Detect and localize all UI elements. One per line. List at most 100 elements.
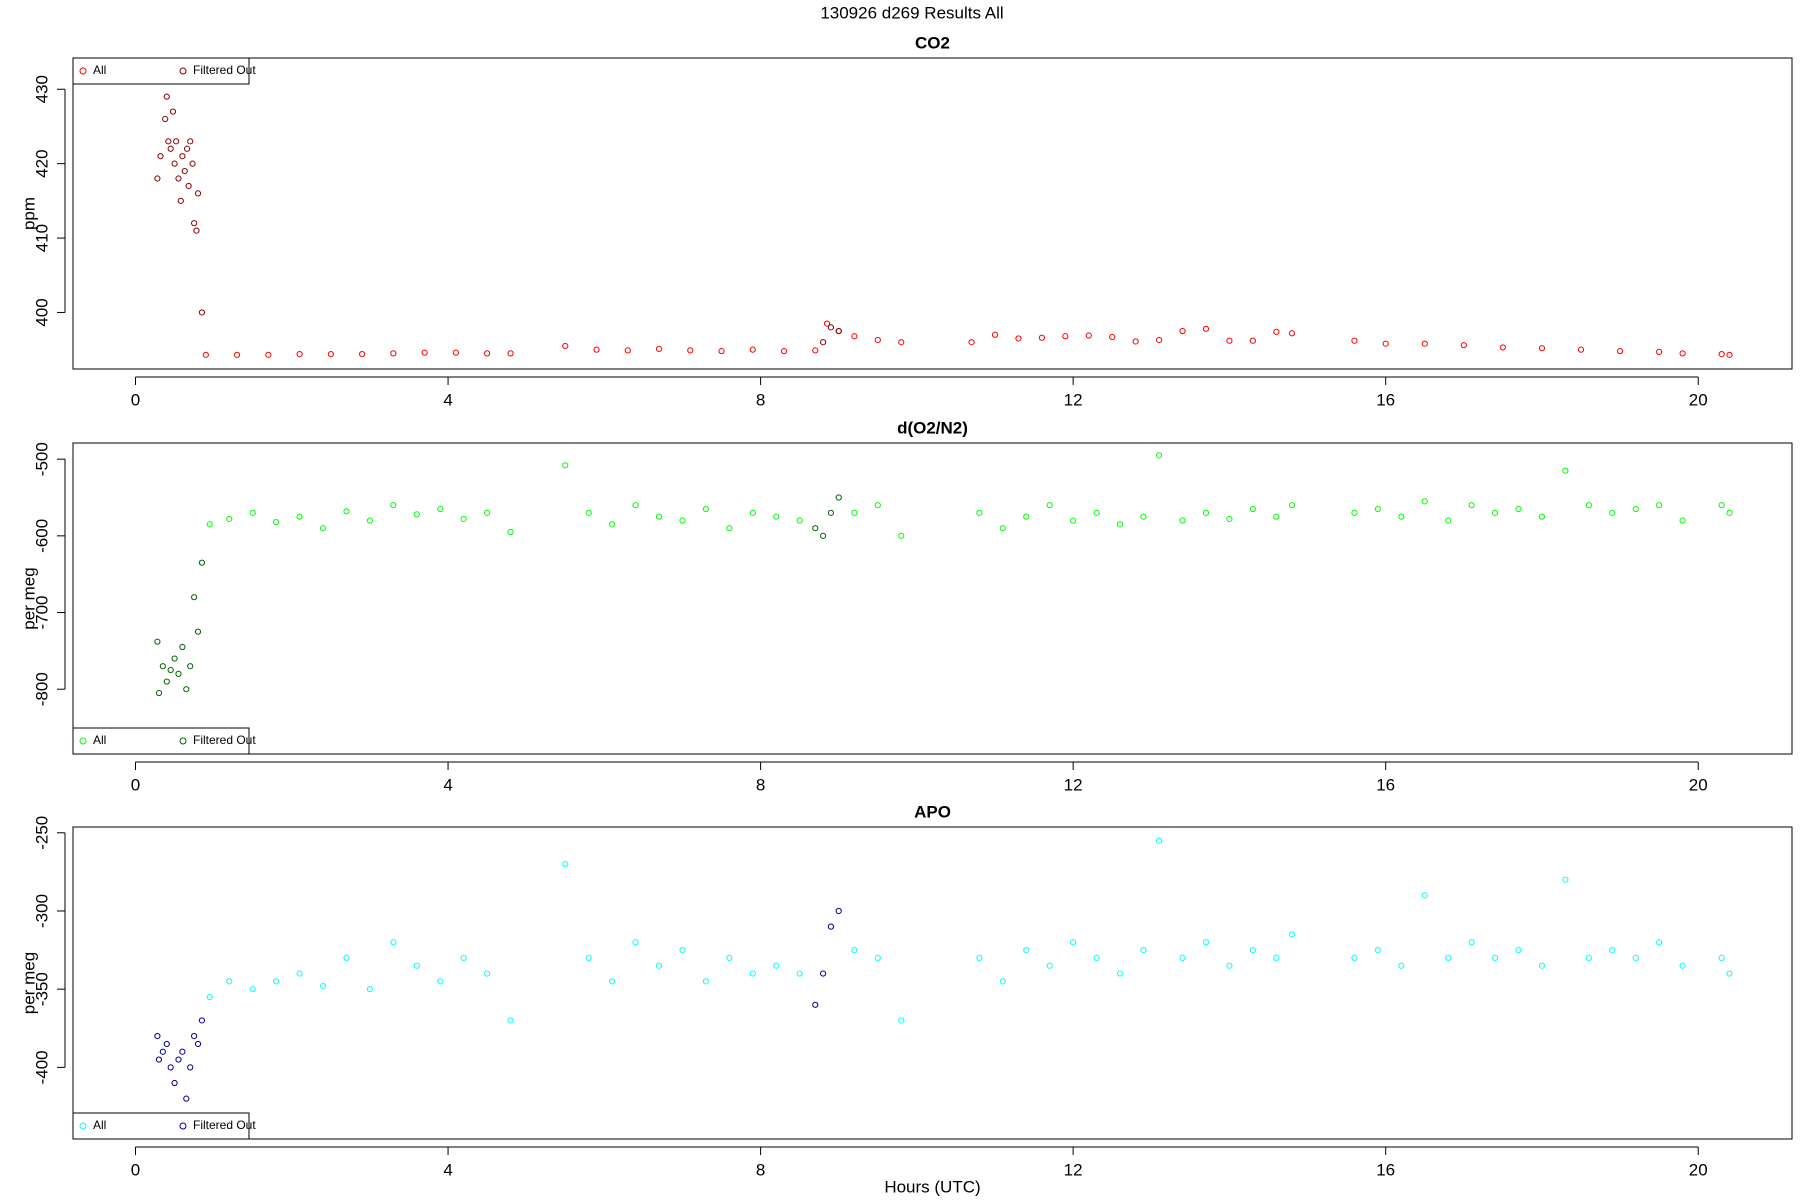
data-point: [1515, 946, 1522, 954]
data-point: [1202, 939, 1210, 946]
y-tick-label: -700: [32, 596, 51, 630]
x-tick-label: 20: [1689, 390, 1708, 409]
data-point: [1718, 502, 1725, 509]
data-point: [851, 509, 858, 516]
data-point: [390, 939, 397, 946]
data-point: [1062, 333, 1069, 340]
data-point: [835, 907, 842, 915]
data-point: [1038, 334, 1045, 341]
data-point: [851, 946, 858, 954]
data-point: [624, 347, 631, 354]
data-point: [1460, 342, 1467, 349]
data-point: [1726, 970, 1733, 977]
data-point: [1249, 505, 1256, 513]
legend-label: Filtered Out: [193, 1118, 256, 1132]
data-point: [319, 982, 327, 990]
data-point: [452, 349, 459, 356]
data-point: [835, 327, 842, 335]
data-point: [206, 993, 213, 1001]
data-point: [155, 689, 163, 697]
legend-marker: [179, 737, 187, 745]
data-point: [1273, 328, 1280, 335]
data-point: [421, 349, 428, 356]
data-point: [185, 182, 192, 190]
data-point: [1726, 351, 1733, 358]
data-point: [359, 351, 366, 358]
data-point: [1023, 946, 1030, 954]
y-tick-label: 420: [32, 149, 51, 177]
data-point: [823, 320, 831, 327]
data-point: [718, 348, 725, 355]
data-point: [154, 1032, 161, 1040]
data-point: [181, 167, 188, 175]
data-point: [366, 986, 374, 993]
data-point: [827, 509, 835, 516]
data-point: [585, 509, 592, 516]
data-point: [187, 138, 194, 145]
data-point: [484, 970, 491, 977]
data-point: [851, 333, 858, 340]
data-point: [390, 502, 397, 509]
data-point: [749, 509, 756, 516]
data-point: [1155, 837, 1163, 844]
data-point: [874, 502, 881, 509]
data-point: [163, 1040, 170, 1048]
data-point: [1140, 513, 1147, 520]
data-point: [460, 515, 467, 523]
data-point: [187, 663, 194, 670]
data-point: [679, 946, 686, 954]
data-point: [1288, 330, 1296, 337]
data-point: [609, 521, 616, 528]
y-tick-label: -350: [32, 972, 51, 1006]
x-tick-label: 16: [1376, 775, 1395, 794]
data-point: [171, 160, 178, 167]
data-point: [319, 525, 327, 532]
data-point: [1273, 954, 1280, 961]
x-axis-label: Hours (UTC): [884, 1177, 980, 1196]
data-point: [191, 594, 198, 601]
data-point: [179, 643, 186, 651]
data-point: [820, 532, 827, 539]
data-point: [1562, 467, 1569, 474]
data-point: [296, 513, 303, 520]
data-point: [562, 860, 569, 868]
data-point: [1226, 515, 1233, 523]
data-point: [226, 978, 233, 985]
data-point: [273, 978, 280, 985]
y-tick-label: 400: [32, 298, 51, 326]
data-point: [1718, 954, 1725, 961]
data-point: [1585, 502, 1592, 509]
data-point: [609, 978, 616, 985]
data-point: [1538, 513, 1546, 520]
data-point: [1179, 517, 1186, 524]
data-point: [562, 342, 569, 350]
legend-marker: [79, 737, 87, 745]
data-point: [1515, 505, 1522, 513]
data-point: [1577, 346, 1585, 353]
data-point: [1070, 517, 1077, 524]
legend-marker: [79, 67, 87, 75]
data-point: [1632, 954, 1639, 961]
data-point: [726, 525, 733, 532]
legend-box: [72, 1112, 250, 1140]
legend-label: Filtered Out: [193, 63, 256, 77]
data-point: [1398, 962, 1405, 969]
data-point: [593, 346, 600, 353]
data-point: [437, 978, 444, 985]
data-point: [187, 1064, 194, 1071]
data-point: [1562, 876, 1569, 883]
data-point: [1421, 498, 1428, 505]
y-tick-label: -800: [32, 672, 51, 706]
data-point: [296, 970, 303, 977]
data-point: [1179, 327, 1186, 335]
data-point: [1015, 335, 1022, 342]
data-point: [1249, 337, 1256, 344]
y-tick-label: -500: [32, 442, 51, 476]
data-point: [976, 954, 983, 961]
data-point: [1116, 521, 1124, 528]
y-axis-label: per meg: [19, 952, 38, 1014]
data-point: [1351, 337, 1358, 344]
legend-label: All: [93, 63, 106, 77]
data-point: [999, 978, 1006, 985]
